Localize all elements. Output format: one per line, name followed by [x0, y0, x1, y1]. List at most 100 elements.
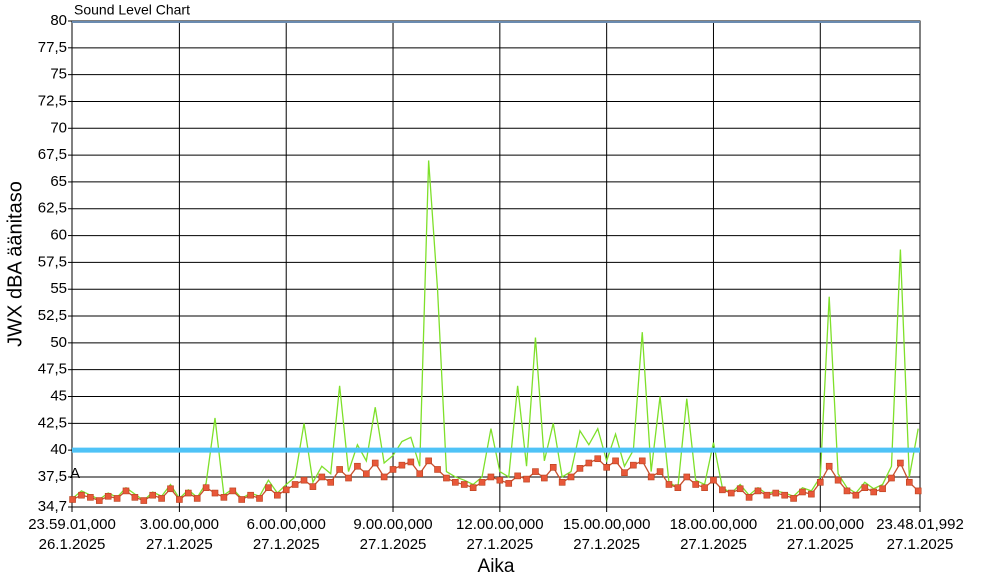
y-tick-label: 80 [50, 12, 67, 29]
marker [576, 465, 584, 472]
y-tick-label: 55 [50, 280, 67, 297]
marker [594, 455, 602, 463]
marker [176, 496, 183, 503]
marker [567, 473, 575, 481]
marker [736, 485, 744, 493]
marker [318, 473, 326, 481]
marker [496, 476, 504, 484]
marker [131, 494, 139, 501]
marker [638, 457, 646, 465]
marker [879, 485, 886, 493]
marker [674, 484, 682, 491]
marker [905, 479, 913, 486]
chart-title: Sound Level Chart [74, 2, 190, 18]
marker [140, 497, 148, 504]
marker [460, 481, 468, 488]
marker [505, 480, 513, 487]
marker [532, 468, 539, 475]
y-tick-label: 37,5 [38, 468, 67, 485]
x-axis-title: Aika [478, 556, 515, 577]
y-tick-label: 67,5 [38, 146, 67, 163]
y-axis-title: JWX dBA äänitaso [4, 181, 26, 347]
marker [808, 490, 815, 498]
marker [852, 491, 860, 499]
marker [256, 495, 263, 502]
marker [897, 459, 904, 467]
marker [345, 474, 352, 482]
marker [843, 487, 851, 495]
marker [710, 476, 717, 484]
marker [612, 457, 619, 465]
y-tick-label: 45 [50, 387, 67, 404]
marker [69, 496, 76, 503]
x-tick-label: 21.00.00,000 27.1.2025 [776, 516, 864, 553]
x-tick-label: 3.00.00,000 27.1.2025 [140, 516, 219, 553]
y-tick-label: 72,5 [38, 92, 67, 109]
marker [781, 491, 788, 499]
marker [104, 492, 112, 500]
marker [184, 489, 192, 497]
marker [336, 466, 343, 473]
marker [220, 494, 228, 501]
marker [202, 484, 210, 491]
marker [274, 491, 281, 499]
x-tick-label: 12.00.00,000 27.1.2025 [456, 516, 544, 553]
y-tick-label: 62,5 [38, 200, 67, 217]
marker [870, 488, 877, 496]
marker [825, 462, 833, 470]
y-tick-label: 47,5 [38, 361, 67, 378]
marker [398, 461, 406, 469]
marker [514, 472, 521, 480]
marker [122, 487, 130, 495]
y-tick-label: 52,5 [38, 307, 67, 324]
marker [603, 464, 610, 471]
marker [647, 473, 655, 481]
marker [167, 485, 174, 493]
marker [95, 497, 103, 504]
marker [309, 483, 317, 490]
marker [665, 481, 673, 488]
marker [327, 479, 335, 486]
y-tick-label: 42,5 [38, 414, 67, 431]
marker [914, 487, 922, 495]
y-tick-label: 50 [50, 334, 67, 351]
marker [238, 496, 246, 503]
marker [745, 494, 753, 501]
marker [371, 459, 379, 467]
y-tick-label: 34,7 [38, 498, 67, 515]
marker [78, 491, 85, 499]
marker [558, 479, 566, 486]
y-tick-label: 77,5 [38, 39, 67, 56]
marker [621, 469, 628, 476]
marker [888, 474, 895, 482]
marker [630, 461, 637, 469]
marker [265, 484, 272, 491]
marker [772, 489, 780, 497]
marker [656, 468, 664, 475]
marker [816, 479, 824, 486]
marker [452, 479, 459, 486]
x-tick-label: 23.48.01,992 27.1.2025 [876, 516, 964, 553]
marker [549, 464, 557, 471]
marker [434, 466, 441, 473]
marker [701, 484, 708, 491]
y-tick-label: 75 [50, 66, 67, 83]
x-tick-label: 18.00.00,000 27.1.2025 [670, 516, 758, 553]
marker [861, 484, 869, 491]
marker [799, 488, 806, 496]
marker [113, 495, 121, 502]
x-tick-label: 6.00.00,000 27.1.2025 [247, 516, 326, 553]
x-tick-label: 15.00.00,000 27.1.2025 [563, 516, 651, 553]
marker [282, 486, 290, 494]
marker [247, 491, 254, 499]
marker [211, 489, 219, 497]
marker [380, 473, 388, 481]
x-tick-label: 9.00.00,000 27.1.2025 [353, 516, 432, 553]
marker [158, 495, 165, 502]
marker [487, 473, 495, 481]
marker [363, 470, 370, 478]
marker [469, 484, 477, 491]
marker [425, 457, 432, 465]
marker [478, 479, 486, 486]
marker [389, 466, 397, 473]
